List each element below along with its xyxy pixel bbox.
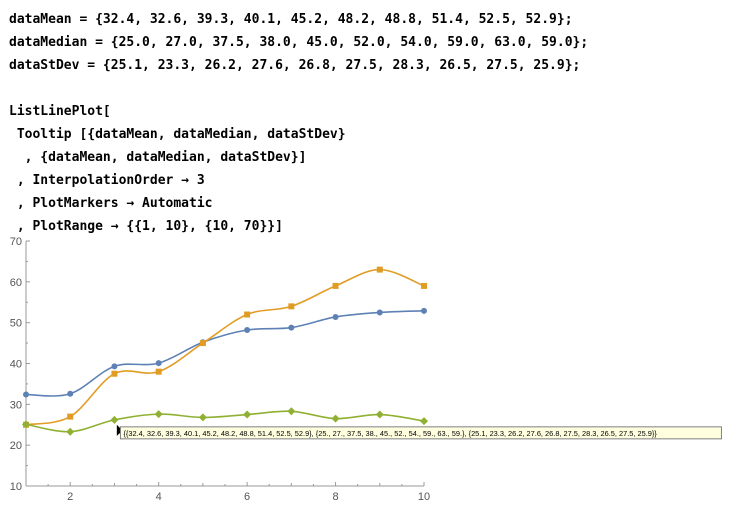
data-point xyxy=(243,410,252,419)
series-line xyxy=(25,410,425,433)
data-point xyxy=(421,307,427,314)
data-point xyxy=(331,414,340,423)
data-point xyxy=(244,327,251,334)
data-point xyxy=(375,410,384,419)
y-tick-label: 20 xyxy=(10,440,22,452)
y-tick-label: 40 xyxy=(10,359,22,371)
x-tick-label: 6 xyxy=(244,491,250,503)
code-line: Tooltip [{dataMean, dataMedian, dataStDe… xyxy=(9,127,346,142)
code-input-cell[interactable]: dataMean = {32.4, 32.6, 39.3, 40.1, 45.2… xyxy=(9,8,588,238)
series-1 xyxy=(23,307,427,398)
tooltip-box xyxy=(119,426,722,440)
data-point xyxy=(67,390,74,397)
code-line: , PlotMarkers → Automatic xyxy=(9,196,213,211)
data-point xyxy=(23,391,29,398)
data-point xyxy=(22,420,30,429)
y-tick-label: 70 xyxy=(10,236,22,248)
data-point xyxy=(67,413,74,420)
y-tick-label: 30 xyxy=(10,399,22,411)
x-tick-label: 4 xyxy=(156,491,162,503)
x-tick-label: 10 xyxy=(418,491,430,503)
data-point xyxy=(155,360,162,367)
code-line: ListLinePlot[ xyxy=(9,104,111,119)
series-line xyxy=(25,268,425,426)
series-2 xyxy=(23,266,427,428)
y-tick-label: 60 xyxy=(10,277,22,289)
data-point xyxy=(111,363,118,370)
data-point xyxy=(154,410,163,419)
data-point xyxy=(111,370,118,377)
data-point xyxy=(421,282,427,289)
code-line: dataMean = {32.4, 32.6, 39.3, 40.1, 45.2… xyxy=(9,12,573,27)
tooltip: {{32.4, 32.6, 39.3, 40.1, 45.2, 48.2, 48… xyxy=(116,422,722,441)
code-line: , {dataMean, dataMedian, dataStDev}] xyxy=(9,150,307,165)
code-line: , InterpolationOrder → 3 xyxy=(9,173,205,188)
y-tick-label: 50 xyxy=(10,318,22,330)
data-point xyxy=(376,309,383,316)
data-point xyxy=(244,311,251,318)
data-point xyxy=(110,415,119,424)
plot-series xyxy=(22,266,428,436)
series-line xyxy=(25,310,425,397)
data-point xyxy=(66,427,75,436)
tooltip-text: {{32.4, 32.6, 39.3, 40.1, 45.2, 48.2, 48… xyxy=(123,429,657,438)
data-point xyxy=(198,413,207,422)
data-point xyxy=(332,282,339,289)
data-point xyxy=(288,303,295,310)
data-point xyxy=(287,407,296,416)
y-tick-label: 10 xyxy=(10,481,22,493)
code-line: dataMedian = {25.0, 27.0, 37.5, 38.0, 45… xyxy=(9,35,589,50)
list-line-plot[interactable]: 10 20 30 40 50 60 70 2 4 6 8 10 {{32.4, 32.6, 39.3,… xyxy=(0,224,732,508)
data-point xyxy=(420,417,428,426)
x-tick-label: 2 xyxy=(67,491,73,503)
data-point xyxy=(288,324,295,331)
series-3 xyxy=(22,407,428,436)
data-point xyxy=(332,313,339,320)
code-line: dataStDev = {25.1, 23.3, 26.2, 27.6, 26.… xyxy=(9,58,581,73)
plot-axes: 10 20 30 40 50 60 70 2 4 6 8 10 xyxy=(10,236,430,503)
data-point xyxy=(376,266,383,273)
code-line xyxy=(9,77,588,100)
x-tick-label: 8 xyxy=(332,491,338,503)
data-point xyxy=(199,340,206,347)
code-line: , PlotRange → {{1, 10}, {10, 70}}] xyxy=(9,219,283,234)
data-point xyxy=(155,368,162,375)
